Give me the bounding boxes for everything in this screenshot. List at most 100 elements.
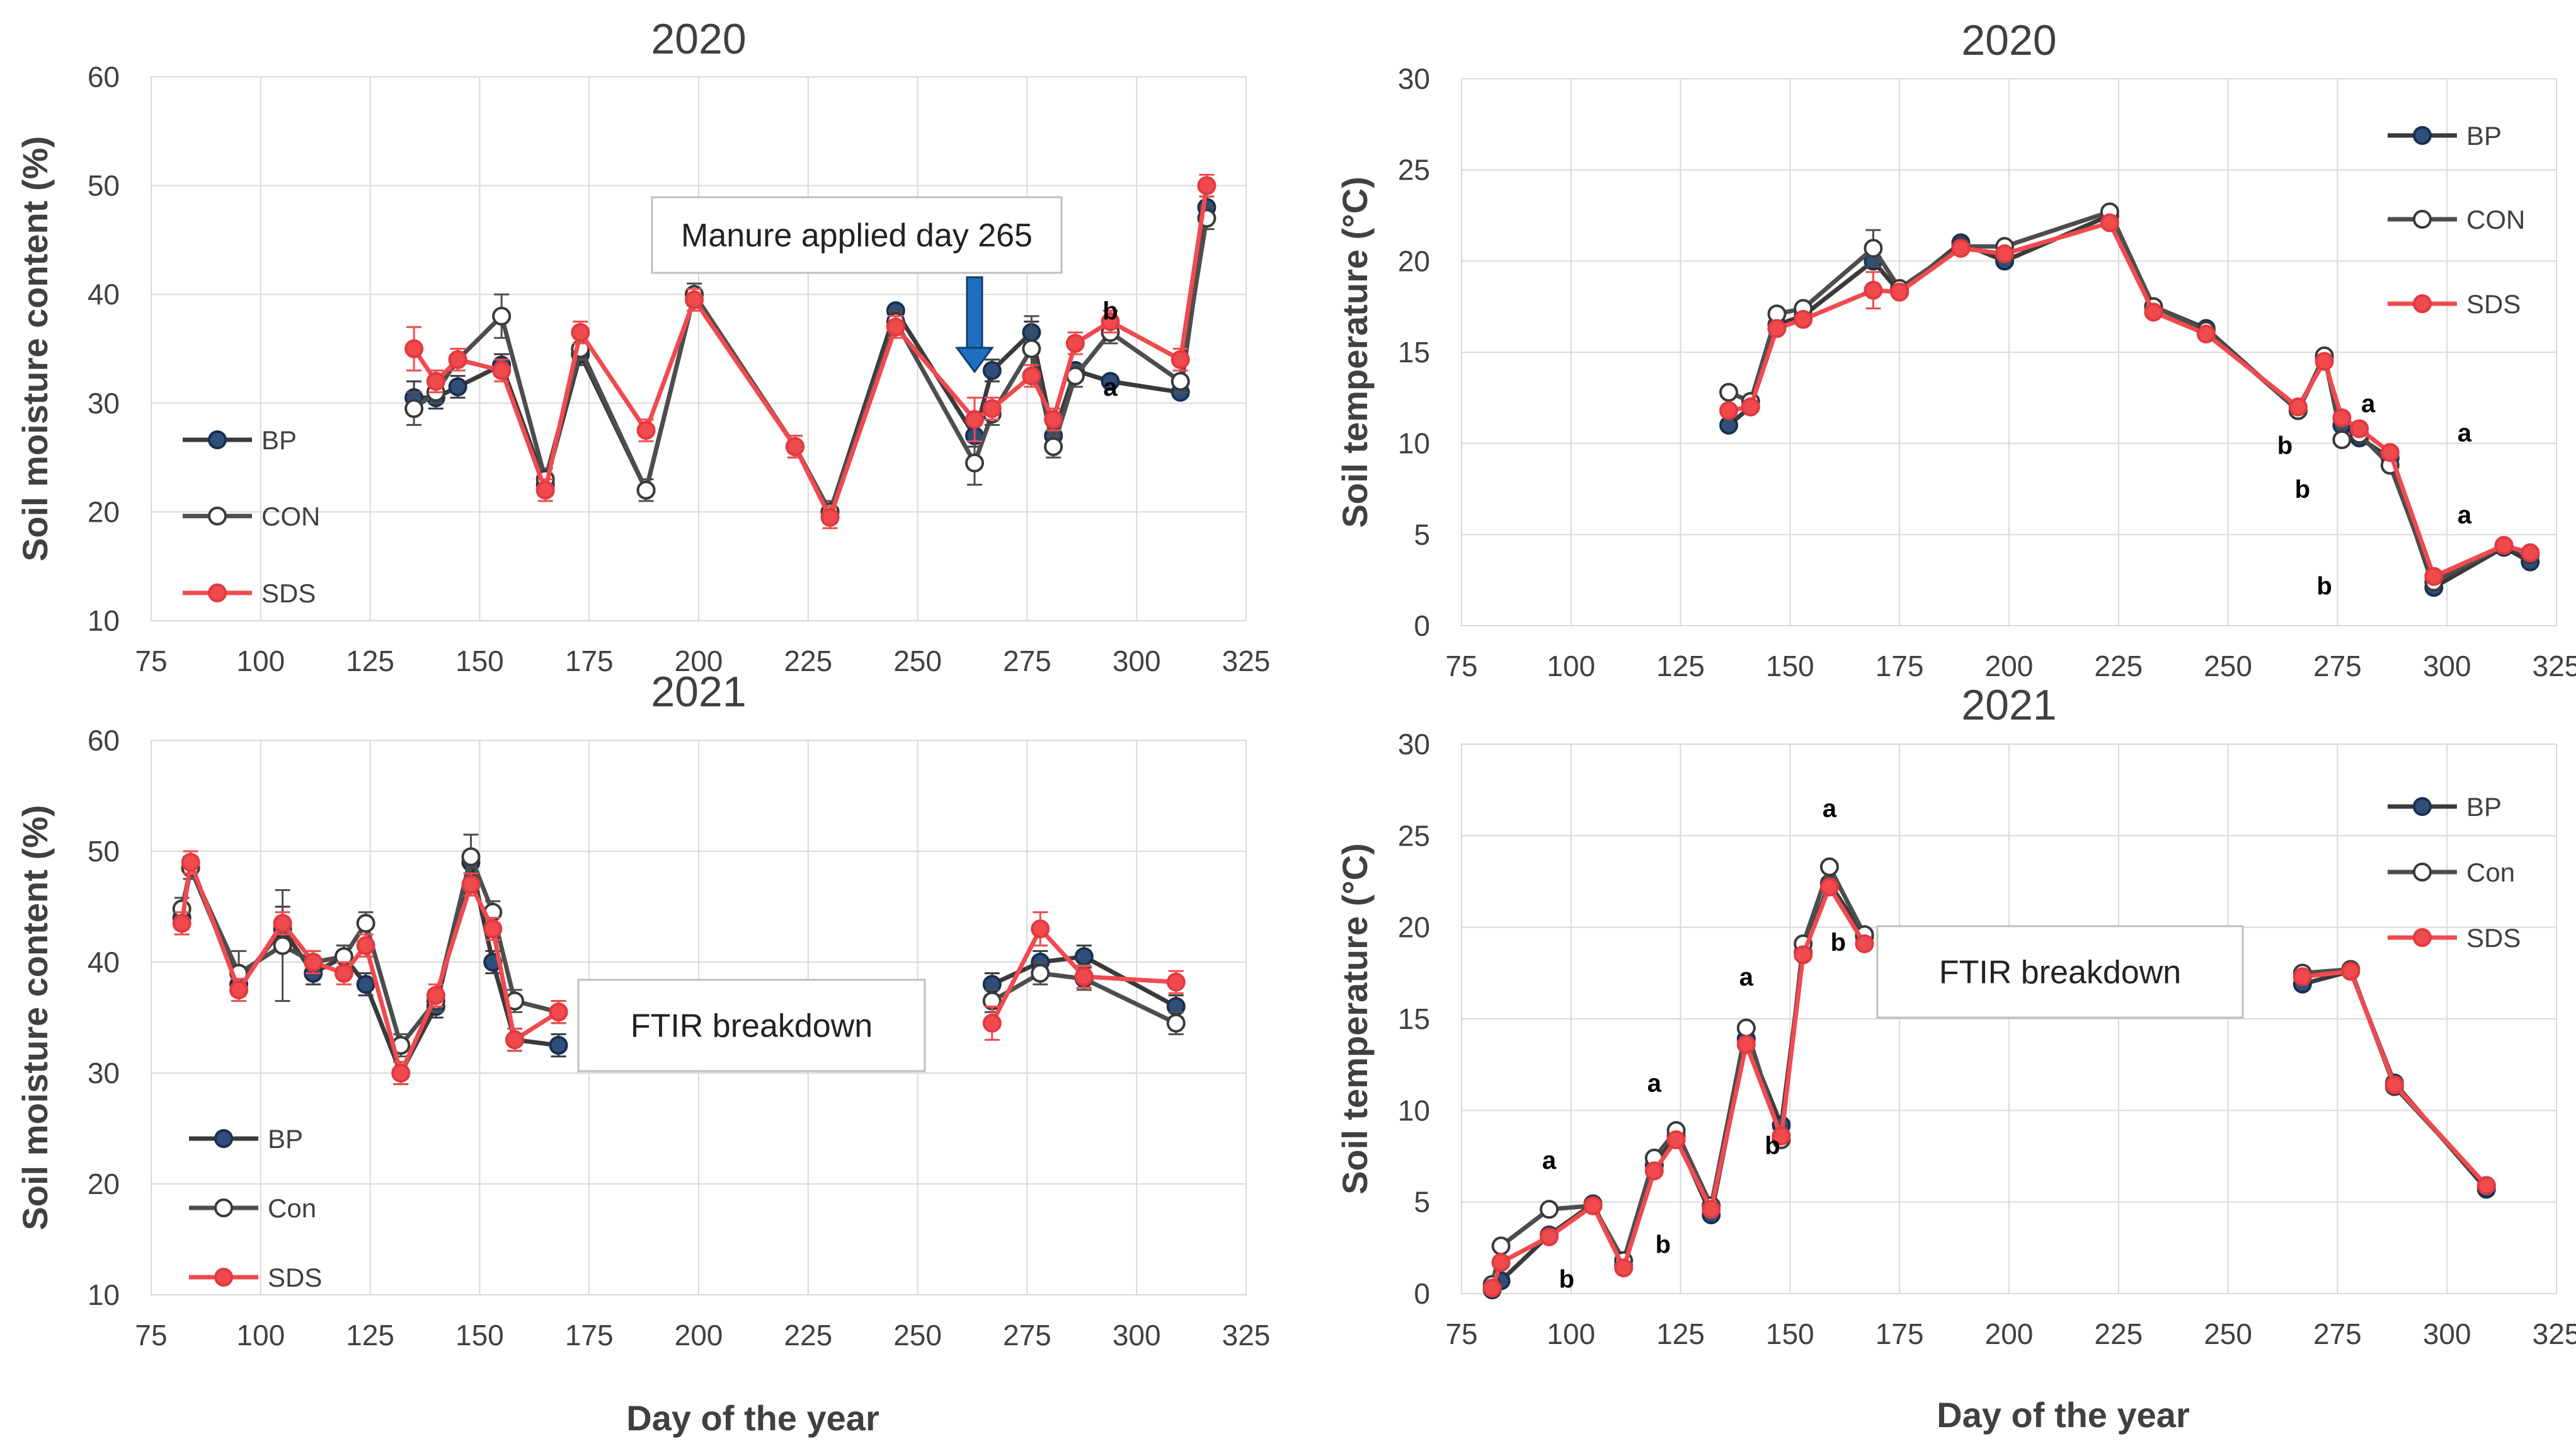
data-point-sds [1890,282,1909,302]
data-point-bp [549,1036,568,1055]
data-point-sds [304,953,323,972]
significance-label: a [1542,1147,1557,1174]
x-tick-label: 175 [565,1319,614,1352]
data-point-sds [229,980,249,999]
x-axis-title-right: Day of the year [1937,1395,2190,1435]
data-point-sds [1171,350,1190,369]
annotation-box [651,196,1063,274]
plot-area [151,740,1247,1295]
x-tick-label: 125 [346,645,394,677]
significance-label: a [2458,502,2472,529]
legend-marker-sds [2413,294,2432,313]
legend-label-bp: BP [2466,121,2502,151]
data-point-con [1031,963,1050,983]
x-tick-label: 200 [675,1319,723,1352]
data-point-sds [1855,934,1874,953]
data-point-sds [1767,319,1787,338]
x-tick-label: 300 [1113,1319,1161,1352]
data-point-sds [1794,945,1813,965]
data-point-sds [1863,280,1883,300]
y-tick-label: 15 [1398,336,1430,369]
x-tick-label: 325 [2533,650,2576,682]
data-point-con [273,936,292,955]
annotation-text: Manure applied day 265 [681,217,1033,254]
x-tick-label: 100 [1547,1318,1595,1350]
data-point-sds [1022,366,1041,386]
legend-label-con: CON [261,502,320,531]
data-point-con [461,847,481,866]
legend-marker-bp [208,430,227,449]
y-tick-label: 10 [88,1278,120,1311]
data-point-bp [1101,372,1120,391]
data-point-sds [172,914,192,933]
x-tick-label: 250 [2204,650,2252,682]
panel-title: 2020 [1961,16,2056,64]
data-point-sds [535,480,555,500]
legend-label-con: Con [268,1193,316,1223]
panel-temperature-2021: 0 5 10 15 20 25 30 75 100 125 150 175 200 225 250 275 30… [1335,681,2576,1350]
y-tick-label: 40 [88,946,120,979]
y-tick-label: 60 [88,60,120,93]
x-tick-label: 150 [455,1319,504,1352]
data-point-sds [2521,543,2540,563]
data-point-con [1022,339,1041,359]
data-point-sds [2196,324,2216,344]
significance-label: a [1739,963,1754,991]
series-line-con [991,971,1177,1025]
x-tick-label: 100 [1547,650,1595,682]
data-point-sds [2476,1176,2496,1195]
y-axis-title: Soil temperature (°C) [1335,843,1375,1195]
legend-marker-con [2413,863,2432,882]
y-tick-label: 25 [1398,819,1430,852]
y-tick-label: 20 [88,1168,120,1200]
x-tick-label: 175 [565,645,614,677]
significance-label: a [1647,1070,1662,1098]
y-tick-label: 40 [88,278,120,311]
x-tick-label: 100 [236,645,285,677]
significance-label: b [2316,572,2332,600]
data-point-sds [2384,1075,2404,1094]
x-tick-label: 150 [1766,650,1814,682]
data-point-sds [1614,1258,1634,1278]
data-point-sds [1031,919,1050,939]
x-tick-label: 125 [1656,1318,1705,1350]
data-point-con [1736,1018,1756,1038]
data-point-con [404,399,424,418]
annotation-box [577,979,926,1072]
data-point-sds [2315,352,2334,371]
y-tick-label: 10 [1398,427,1430,460]
data-point-sds [1065,333,1085,353]
x-tick-label: 200 [1985,650,2034,682]
data-point-sds [2424,566,2444,586]
annotation-text: FTIR breakdown [631,1008,873,1045]
significance-label: b [1102,297,1118,325]
data-point-sds [1741,397,1760,416]
x-tick-label: 75 [1445,650,1477,682]
x-tick-label: 250 [893,1319,942,1352]
y-tick-label: 20 [88,495,120,528]
data-point-sds [1995,244,2015,263]
x-tick-label: 300 [1113,645,1161,677]
legend-label-con: CON [2466,205,2525,234]
data-point-sds [886,317,905,336]
x-tick-label: 225 [784,645,832,677]
x-tick-label: 300 [2423,1318,2471,1350]
data-point-sds [1719,401,1739,420]
data-point-sds [2350,419,2369,439]
significance-label: b [2277,432,2293,460]
data-point-sds [1166,972,1186,992]
data-point-sds [1074,967,1094,986]
data-point-con [1171,372,1190,391]
data-point-sds [334,963,353,983]
data-point-sds [461,875,481,894]
plot-area [1461,744,2557,1294]
series-line-sds [990,926,1176,1025]
legend-label-sds: SDS [268,1263,322,1292]
data-point-sds [2293,967,2312,987]
y-tick-label: 25 [1398,154,1430,187]
x-tick-label: 250 [2204,1318,2252,1350]
significance-label: b [1656,1231,1671,1259]
x-tick-label: 75 [135,645,167,677]
significance-label: a [2458,419,2472,447]
